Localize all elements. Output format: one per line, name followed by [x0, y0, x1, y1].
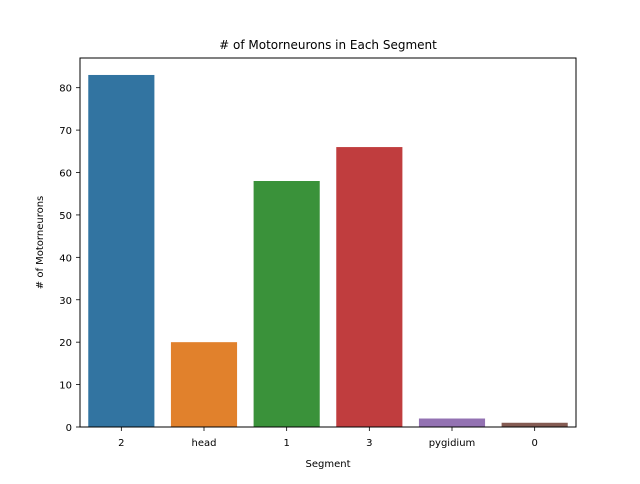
bar-3	[336, 147, 403, 427]
x-axis-title: Segment	[306, 459, 351, 470]
y-tick-label: 20	[59, 338, 72, 349]
y-tick-label: 80	[59, 84, 72, 95]
bar-0	[501, 422, 568, 427]
x-tick-label: head	[192, 438, 217, 449]
x-tick-label: 3	[366, 438, 372, 449]
y-tick-label: 60	[59, 169, 72, 180]
bar-2	[88, 74, 155, 427]
y-axis-title: # of Motorneurons	[35, 196, 46, 289]
x-axis: 2 head 1 3 pygidium 0	[118, 427, 538, 449]
bar-1	[253, 181, 320, 427]
x-tick-label: pygidium	[429, 438, 476, 449]
y-tick-label: 40	[59, 253, 72, 264]
y-axis: 0 10 20 30 40 50 60 70 80	[59, 84, 80, 434]
x-tick-label: 2	[118, 438, 124, 449]
plot-frame	[79, 57, 577, 428]
x-tick-label: 1	[283, 438, 289, 449]
bars-layer	[88, 74, 568, 427]
y-tick-label: 0	[66, 423, 72, 434]
y-tick-label: 30	[59, 296, 72, 307]
bar-head	[170, 342, 238, 427]
y-tick-label: 50	[59, 211, 72, 222]
chart-title: # of Motorneurons in Each Segment	[219, 38, 437, 52]
y-tick-label: 70	[59, 126, 72, 137]
x-tick-label: 0	[531, 438, 537, 449]
bar-pygidium	[418, 418, 486, 427]
y-tick-label: 10	[59, 381, 72, 392]
